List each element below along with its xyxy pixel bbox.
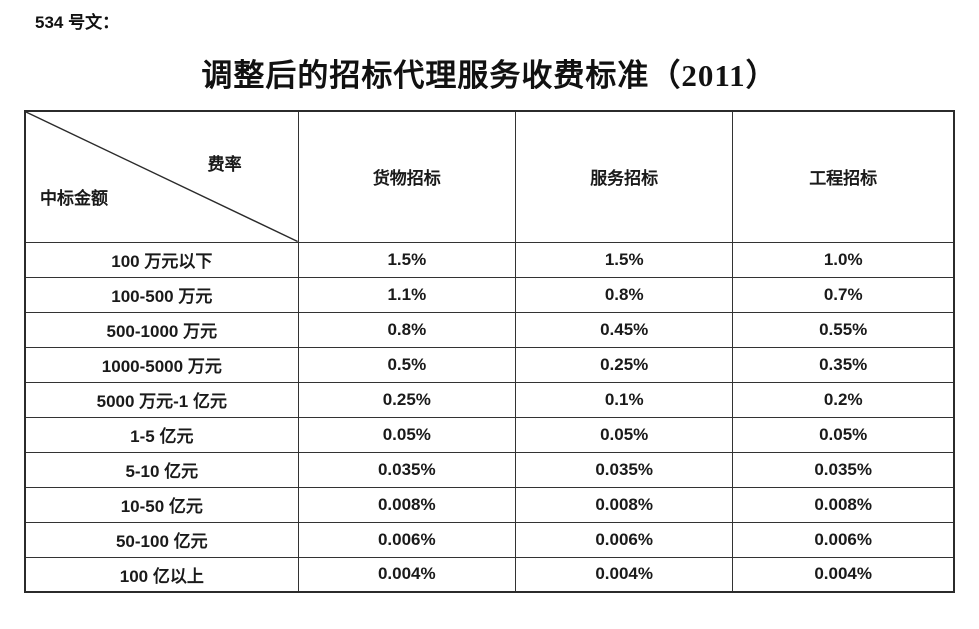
page-title: 调整后的招标代理服务收费标准（2011） xyxy=(201,58,778,93)
amount-cell: 10-50 亿元 xyxy=(24,486,299,523)
column-header-services: 服务招标 xyxy=(514,110,734,243)
diagonal-divider-line xyxy=(26,112,298,242)
table-row: 100 亿以上 0.004% 0.004% 0.004% xyxy=(24,556,955,593)
table-row: 100-500 万元 1.1% 0.8% 0.7% xyxy=(24,276,955,313)
rate-cell: 0.004% xyxy=(297,556,517,593)
table-row: 50-100 亿元 0.006% 0.006% 0.006% xyxy=(24,521,955,558)
rate-cell: 0.5% xyxy=(297,346,517,383)
rate-cell: 0.05% xyxy=(514,416,734,453)
column-header-engineering: 工程招标 xyxy=(732,110,955,243)
amount-cell: 500-1000 万元 xyxy=(24,311,299,348)
header-rate-label: 费率 xyxy=(207,155,242,174)
table-row: 1-5 亿元 0.05% 0.05% 0.05% xyxy=(24,416,955,453)
amount-cell: 1-5 亿元 xyxy=(24,416,299,453)
rate-cell: 0.25% xyxy=(297,381,517,418)
rate-cell: 0.8% xyxy=(297,311,517,348)
table-row: 5-10 亿元 0.035% 0.035% 0.035% xyxy=(24,451,955,488)
rate-cell: 0.006% xyxy=(514,521,734,558)
doc-number-label: 534 号文： xyxy=(35,13,120,32)
rate-cell: 1.1% xyxy=(297,276,517,313)
rate-cell: 0.25% xyxy=(514,346,734,383)
rate-cell: 1.5% xyxy=(297,241,517,278)
rate-cell: 0.2% xyxy=(732,381,955,418)
table-row: 10-50 亿元 0.008% 0.008% 0.008% xyxy=(24,486,955,523)
table-row: 100 万元以下 1.5% 1.5% 1.0% xyxy=(24,241,955,278)
amount-cell: 100 万元以下 xyxy=(24,241,299,278)
rate-cell: 0.35% xyxy=(732,346,955,383)
rate-cell: 0.035% xyxy=(297,451,517,488)
column-header-goods: 货物招标 xyxy=(297,110,517,243)
rate-cell: 0.008% xyxy=(297,486,517,523)
rate-cell: 1.0% xyxy=(732,241,955,278)
rate-cell: 0.035% xyxy=(732,451,955,488)
amount-cell: 1000-5000 万元 xyxy=(24,346,299,383)
rate-cell: 0.05% xyxy=(732,416,955,453)
rate-cell: 0.7% xyxy=(732,276,955,313)
header-amount-label: 中标金额 xyxy=(40,189,108,208)
table-row: 1000-5000 万元 0.5% 0.25% 0.35% xyxy=(24,346,955,383)
header-diagonal-cell: 费率 中标金额 xyxy=(24,110,299,243)
rate-cell: 0.008% xyxy=(514,486,734,523)
amount-cell: 5000 万元-1 亿元 xyxy=(24,381,299,418)
table-row: 5000 万元-1 亿元 0.25% 0.1% 0.2% xyxy=(24,381,955,418)
amount-cell: 5-10 亿元 xyxy=(24,451,299,488)
rate-cell: 0.8% xyxy=(514,276,734,313)
rate-cell: 1.5% xyxy=(514,241,734,278)
rate-cell: 0.05% xyxy=(297,416,517,453)
rate-cell: 0.006% xyxy=(297,521,517,558)
rate-cell: 0.006% xyxy=(732,521,955,558)
amount-cell: 100-500 万元 xyxy=(24,276,299,313)
amount-cell: 50-100 亿元 xyxy=(24,521,299,558)
rate-cell: 0.004% xyxy=(514,556,734,593)
rate-cell: 0.008% xyxy=(732,486,955,523)
rate-cell: 0.035% xyxy=(514,451,734,488)
rate-cell: 0.45% xyxy=(514,311,734,348)
rate-cell: 0.55% xyxy=(732,311,955,348)
amount-cell: 100 亿以上 xyxy=(24,556,299,593)
fee-rate-table: 费率 中标金额 货物招标 服务招标 工程招标 100 万元以下 1.5% 1.5… xyxy=(24,110,955,593)
rate-cell: 0.1% xyxy=(514,381,734,418)
table-row: 500-1000 万元 0.8% 0.45% 0.55% xyxy=(24,311,955,348)
table-header-row: 费率 中标金额 货物招标 服务招标 工程招标 xyxy=(24,110,955,243)
rate-cell: 0.004% xyxy=(732,556,955,593)
